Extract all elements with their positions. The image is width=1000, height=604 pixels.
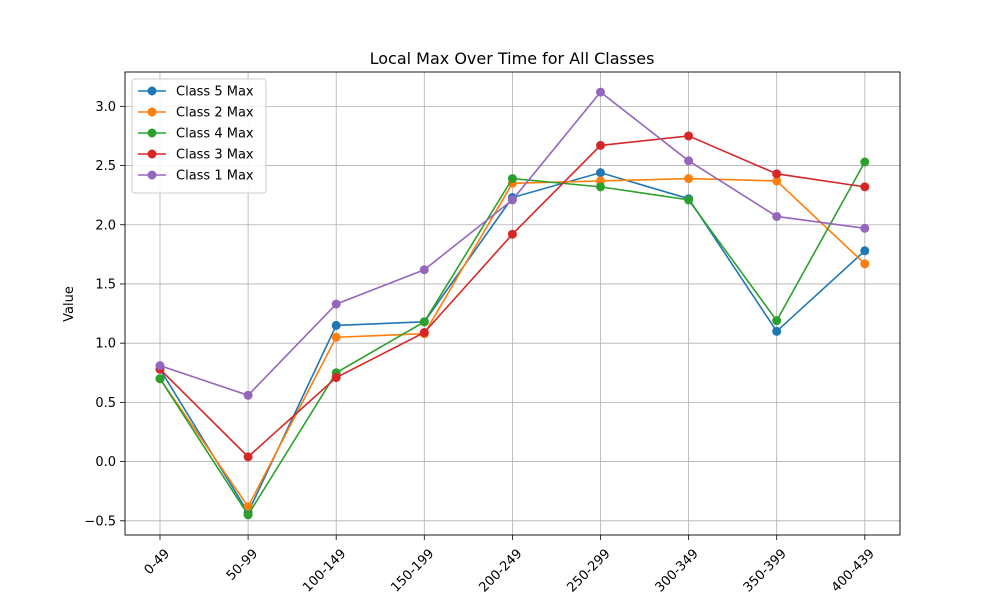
data-point bbox=[243, 510, 253, 520]
data-point bbox=[860, 246, 870, 256]
data-point bbox=[860, 157, 870, 167]
y-tick-label: 1.0 bbox=[95, 337, 116, 352]
data-point bbox=[243, 502, 253, 512]
legend-label: Class 2 Max bbox=[176, 106, 254, 121]
legend-label: Class 4 Max bbox=[176, 127, 254, 142]
legend-item: Class 1 Max bbox=[138, 169, 254, 184]
legend-label: Class 3 Max bbox=[176, 148, 254, 163]
legend-swatch-marker bbox=[147, 170, 157, 180]
x-tick-label: 350-399 bbox=[741, 546, 790, 595]
plot-frame bbox=[124, 71, 901, 536]
data-point bbox=[772, 176, 782, 186]
data-point bbox=[860, 259, 870, 269]
data-point bbox=[860, 223, 870, 233]
x-tick-label: 100-149 bbox=[300, 546, 349, 595]
legend-item: Class 4 Max bbox=[138, 127, 254, 142]
data-point bbox=[419, 328, 429, 338]
data-point bbox=[684, 174, 694, 184]
legend-swatch-marker bbox=[147, 149, 157, 159]
x-tick-label: 0-49 bbox=[142, 546, 173, 577]
data-point bbox=[507, 174, 517, 184]
x-tick-label: 250-299 bbox=[565, 546, 614, 595]
y-tick-label: 0.0 bbox=[95, 455, 116, 470]
y-tick-label: 2.5 bbox=[95, 159, 116, 174]
data-point bbox=[419, 317, 429, 327]
data-point bbox=[243, 452, 253, 462]
data-point bbox=[772, 211, 782, 221]
x-tick-label: 50-99 bbox=[224, 546, 261, 583]
legend-item: Class 3 Max bbox=[138, 148, 254, 163]
y-tick-label: 3.0 bbox=[95, 100, 116, 115]
data-point bbox=[772, 169, 782, 179]
legend-label: Class 1 Max bbox=[176, 169, 254, 184]
data-point bbox=[155, 361, 165, 371]
y-tick-label: 0.5 bbox=[95, 396, 116, 411]
series-4 bbox=[155, 131, 870, 462]
x-tick-label: 200-249 bbox=[476, 546, 525, 595]
data-point bbox=[243, 390, 253, 400]
data-point bbox=[596, 140, 605, 150]
legend-item: Class 2 Max bbox=[138, 106, 254, 121]
x-tick-label: 150-199 bbox=[388, 546, 437, 595]
data-point bbox=[507, 229, 517, 239]
data-point bbox=[331, 373, 341, 383]
data-point bbox=[860, 182, 870, 192]
legend-swatch-marker bbox=[147, 107, 157, 117]
data-point bbox=[772, 326, 782, 336]
data-point bbox=[684, 156, 694, 166]
legend-label: Class 5 Max bbox=[176, 85, 254, 100]
y-tick-label: 1.5 bbox=[95, 277, 116, 292]
data-point bbox=[331, 320, 341, 330]
data-point bbox=[684, 131, 694, 141]
series-3 bbox=[155, 157, 870, 520]
legend-box bbox=[131, 78, 267, 194]
legend: Class 5 Max Class 2 Max Class 4 Max Class 3… bbox=[131, 78, 267, 194]
x-tick-label: 400-439 bbox=[829, 546, 878, 595]
data-point bbox=[596, 168, 605, 178]
y-axis-label: Value bbox=[62, 286, 77, 322]
data-point bbox=[331, 332, 341, 342]
legend-swatch-marker bbox=[147, 128, 157, 138]
series-5 bbox=[155, 87, 870, 400]
legend-item: Class 5 Max bbox=[138, 85, 254, 100]
x-tick-label: 300-349 bbox=[653, 546, 702, 595]
data-point bbox=[596, 182, 605, 192]
data-point bbox=[507, 195, 517, 205]
data-point bbox=[155, 374, 165, 384]
series-layer bbox=[155, 87, 870, 520]
data-point bbox=[596, 87, 605, 97]
chart-title: Local Max Over Time for All Classes bbox=[370, 49, 655, 68]
data-point bbox=[772, 316, 782, 326]
y-tick-label: 2.0 bbox=[95, 218, 116, 233]
y-tick-label: −0.5 bbox=[84, 514, 116, 529]
legend-swatch-marker bbox=[147, 86, 157, 96]
data-point bbox=[331, 299, 341, 309]
data-point bbox=[684, 195, 694, 205]
data-point bbox=[419, 265, 429, 275]
